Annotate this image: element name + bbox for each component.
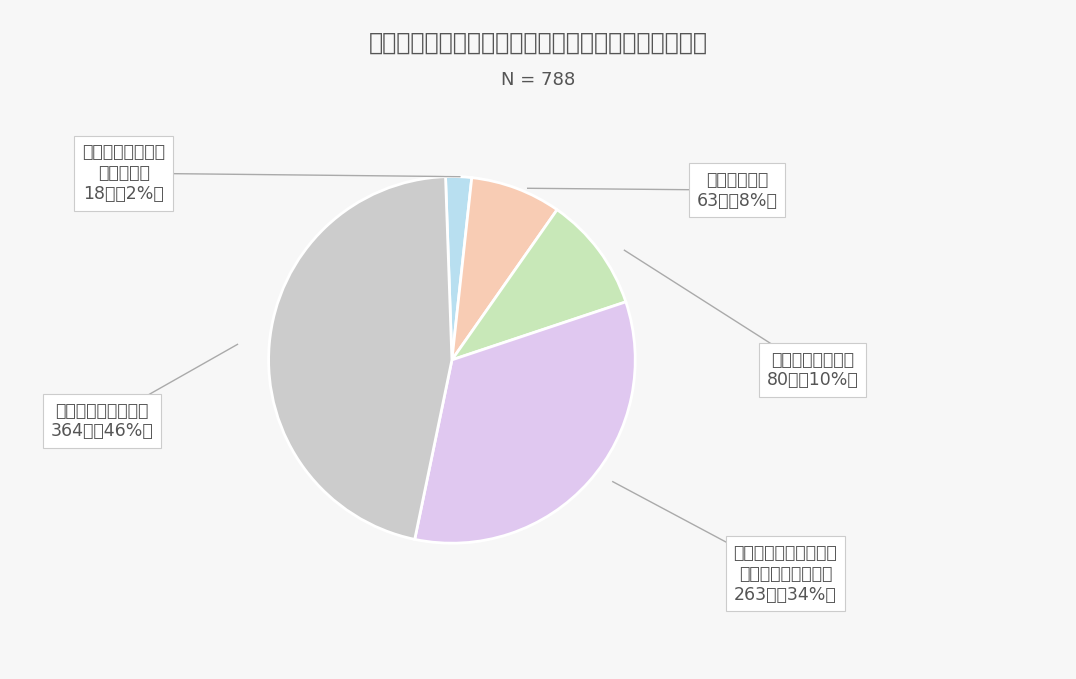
Wedge shape bbox=[452, 178, 557, 360]
Wedge shape bbox=[452, 210, 626, 360]
Text: N = 788: N = 788 bbox=[500, 71, 576, 90]
Text: 変動金利から固定金利への借換を検討していますか？: 変動金利から固定金利への借換を検討していますか？ bbox=[368, 31, 708, 54]
Text: とくに考えていない
364人（46%）: とくに考えていない 364人（46%） bbox=[51, 401, 154, 441]
Wedge shape bbox=[445, 177, 471, 360]
Text: すでに借換をする
予定がある
18人（2%）: すでに借換をする 予定がある 18人（2%） bbox=[82, 143, 166, 203]
Wedge shape bbox=[269, 177, 452, 539]
Wedge shape bbox=[414, 302, 635, 543]
Text: 検討していないが金利
上昇に不安は感じる
263人（34%）: 検討していないが金利 上昇に不安は感じる 263人（34%） bbox=[734, 544, 837, 604]
Text: 検討している
63人（8%）: 検討している 63人（8%） bbox=[696, 170, 778, 210]
Text: 少し検討している
80人（10%）: 少し検討している 80人（10%） bbox=[766, 350, 859, 390]
